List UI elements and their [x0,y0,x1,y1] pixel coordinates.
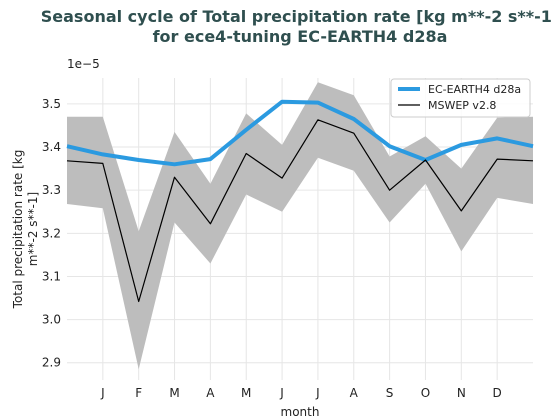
ec-earth4-d28a-line [66,99,534,167]
legend-label-mswep: MSWEP v2.8 [428,99,496,112]
x-tick-label: D [493,386,502,400]
mswep-uncertainty-band [67,82,533,370]
x-tick-label: M [169,386,179,400]
y-tick-label: 2.9 [42,356,61,370]
y-tick-label: 3.1 [42,269,61,283]
x-tick-label: J [315,386,320,400]
y-axis-label-line1: Total precipitation rate [kg [11,150,25,310]
chart-title-line2: for ece4-tuning EC-EARTH4 d28a [153,27,448,46]
legend: EC-EARTH4 d28a MSWEP v2.8 [390,78,531,118]
y-tick-label: 3.5 [42,97,61,111]
x-tick-label: S [386,386,394,400]
plot-area [66,78,534,380]
y-offset-label: 1e−5 [67,57,100,71]
legend-box [390,78,531,118]
x-tick-label: J [279,386,284,400]
mswep-v2-8-line [66,119,534,303]
series-lines [66,99,534,303]
y-tick-label: 3.0 [42,313,61,327]
x-tick-label: A [206,386,215,400]
x-tick-label: M [241,386,251,400]
x-tick-label: A [350,386,359,400]
x-tick-label: J [100,386,105,400]
y-tick-label: 3.4 [42,140,61,154]
y-axis-label-line2: m**-2 s**-1] [26,192,40,266]
x-axis-label: month [281,405,320,419]
legend-label-ec-earth4: EC-EARTH4 d28a [428,83,521,96]
x-tick-label: O [421,386,430,400]
mswep-band-area [67,82,533,370]
y-tick-label: 3.2 [42,226,61,240]
y-tick-labels: 2.9 3.0 3.1 3.2 3.3 3.4 3.5 [42,97,61,370]
y-tick-label: 3.3 [42,183,61,197]
x-tick-label: F [135,386,142,400]
x-tick-label: N [457,386,466,400]
chart-title-line1: Seasonal cycle of Total precipitation ra… [41,7,552,26]
